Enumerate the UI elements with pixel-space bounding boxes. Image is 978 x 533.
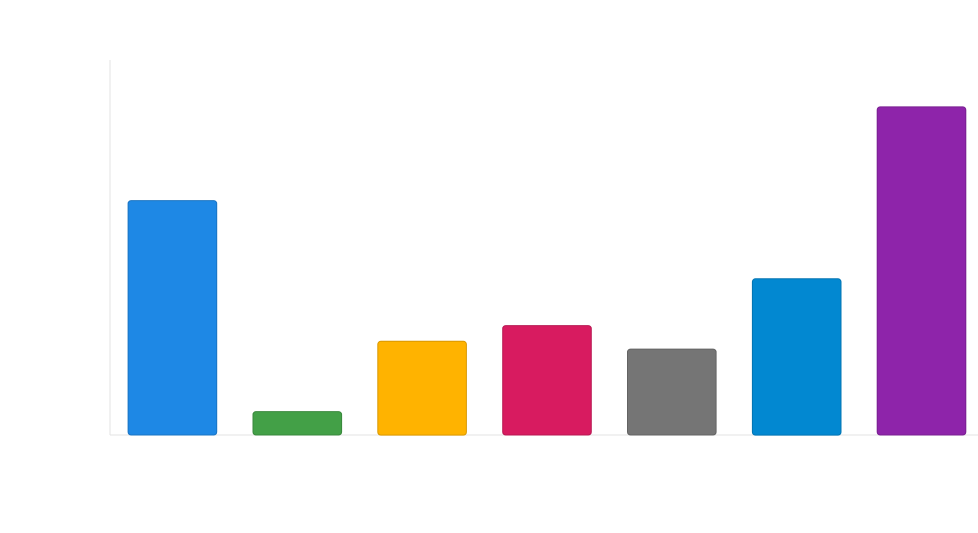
bar-6[interactable] xyxy=(751,278,842,436)
bar-2[interactable] xyxy=(252,411,343,436)
bars-group xyxy=(127,106,967,436)
bar-5[interactable] xyxy=(627,348,717,436)
bar-1[interactable] xyxy=(127,200,218,436)
bar-3[interactable] xyxy=(377,340,467,436)
bar-7[interactable] xyxy=(876,106,967,436)
bar-4[interactable] xyxy=(502,325,592,436)
